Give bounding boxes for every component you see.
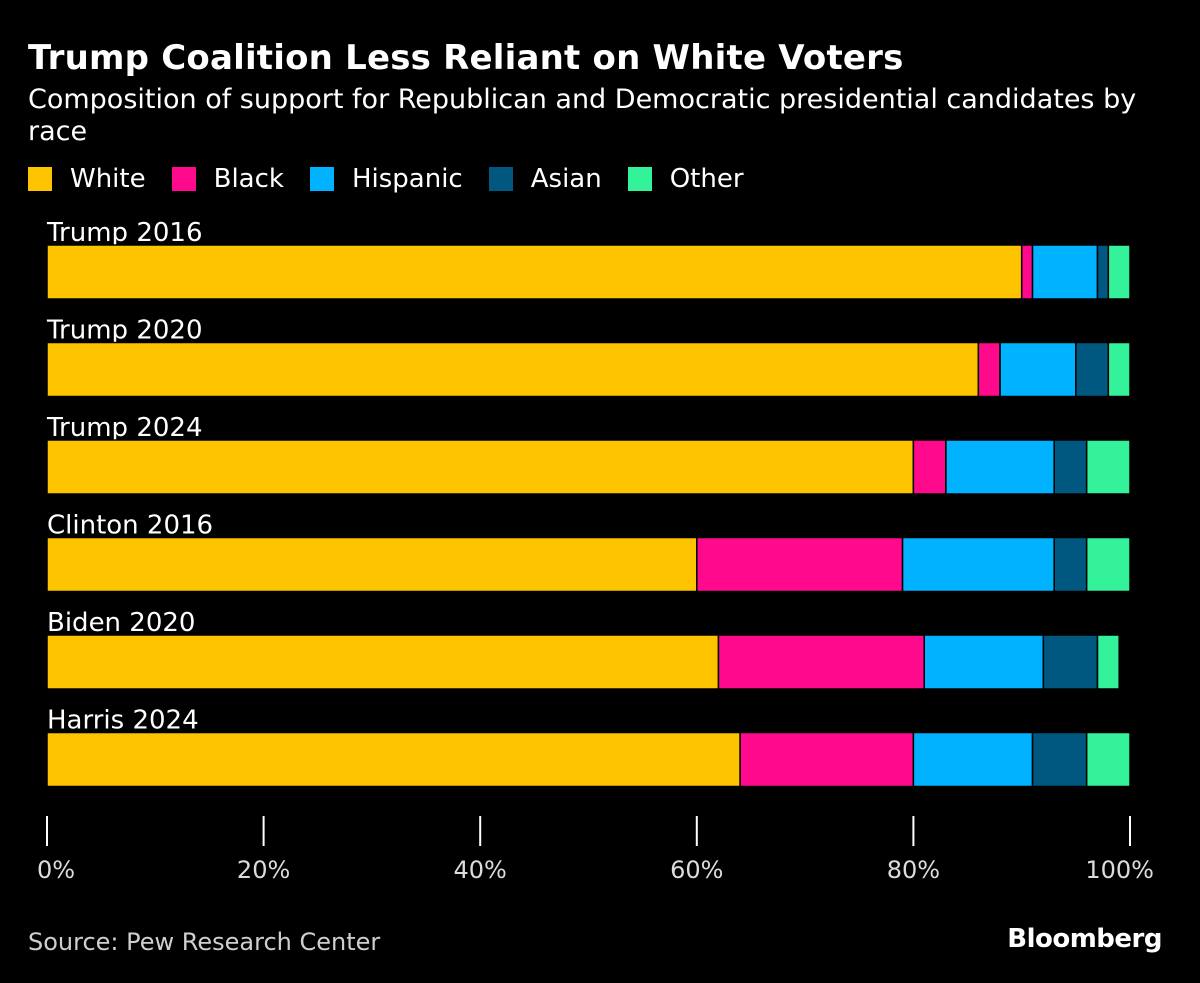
legend-label-white: White: [70, 164, 146, 194]
bar-segment-trump-2024-hispanic: [945, 439, 1055, 495]
legend-swatch-other: [627, 167, 652, 191]
legend-item-asian: Asian: [488, 164, 602, 194]
bar-segment-trump-2020-other: [1107, 341, 1131, 398]
bar-segment-harris-2024-black: [739, 731, 915, 788]
bar-segment-harris-2024-hispanic: [912, 731, 1034, 788]
bar-segment-trump-2024-asian: [1053, 439, 1088, 495]
legend-swatch-white: [28, 167, 52, 191]
x-tick-label-0: 0%: [37, 856, 75, 884]
legend-label-black: Black: [213, 164, 284, 194]
bar-segment-trump-2024-other: [1085, 439, 1131, 495]
bar-label-biden-2020: Biden 2020: [47, 608, 195, 638]
legend-item-white: White: [28, 164, 146, 194]
x-tick-label-100: 100%: [1085, 856, 1154, 884]
bar-segment-trump-2016-other: [1107, 244, 1131, 300]
bar-segment-clinton-2016-asian: [1053, 536, 1088, 593]
bar-segment-trump-2016-white: [46, 244, 1023, 300]
bar-segment-biden-2020-other: [1096, 634, 1120, 690]
bar-segment-clinton-2016-other: [1085, 536, 1131, 593]
bar-segment-clinton-2016-black: [696, 536, 904, 593]
bar-segment-biden-2020-asian: [1042, 634, 1099, 690]
bar-label-clinton-2016: Clinton 2016: [47, 511, 213, 541]
bar-segment-trump-2016-black: [1020, 244, 1034, 300]
bar-segment-trump-2020-hispanic: [999, 341, 1077, 398]
source-note: Source: Pew Research Center: [28, 928, 381, 956]
chart-title: Trump Coalition Less Reliant on White Vo…: [28, 38, 904, 78]
bloomberg-logo: Bloomberg: [1007, 924, 1162, 954]
bar-segment-biden-2020-black: [717, 634, 925, 690]
x-tick-label-80: 80%: [887, 856, 940, 884]
legend-item-other: Other: [627, 164, 744, 194]
bar-segment-biden-2020-white: [46, 634, 720, 690]
bar-label-trump-2024: Trump 2024: [46, 413, 203, 443]
legend-label-other: Other: [669, 164, 744, 194]
bar-segment-biden-2020-hispanic: [923, 634, 1045, 690]
bar-segment-trump-2024-white: [46, 439, 915, 495]
bar-segment-harris-2024-asian: [1031, 731, 1088, 788]
legend-swatch-black: [171, 167, 196, 191]
bar-segment-trump-2020-black: [977, 341, 1001, 398]
bar-segment-trump-2016-hispanic: [1031, 244, 1099, 300]
bar-segment-clinton-2016-hispanic: [901, 536, 1055, 593]
legend-label-hispanic: Hispanic: [351, 164, 463, 194]
legend-label-asian: Asian: [530, 164, 602, 194]
bar-label-harris-2024: Harris 2024: [47, 706, 199, 736]
legend-item-hispanic: Hispanic: [309, 164, 463, 194]
bar-segment-harris-2024-other: [1085, 731, 1131, 788]
bar-segment-trump-2024-black: [912, 439, 947, 495]
bar-label-trump-2016: Trump 2016: [46, 218, 203, 248]
bar-segment-harris-2024-white: [46, 731, 741, 788]
bar-segment-clinton-2016-white: [46, 536, 698, 593]
legend-item-black: Black: [171, 164, 284, 194]
legend-swatch-hispanic: [309, 167, 334, 191]
x-tick-label-60: 60%: [670, 856, 723, 884]
bar-label-trump-2020: Trump 2020: [46, 316, 203, 346]
bar-segment-trump-2020-white: [46, 341, 980, 398]
bar-segment-trump-2020-asian: [1075, 341, 1110, 398]
bar-segment-trump-2016-asian: [1096, 244, 1110, 300]
legend: White Black Hispanic Asian Other: [28, 164, 770, 194]
x-tick-label-20: 20%: [237, 856, 290, 884]
x-tick-label-40: 40%: [454, 856, 507, 884]
legend-swatch-asian: [488, 167, 513, 191]
chart-subtitle: Composition of support for Republican an…: [28, 84, 1137, 147]
